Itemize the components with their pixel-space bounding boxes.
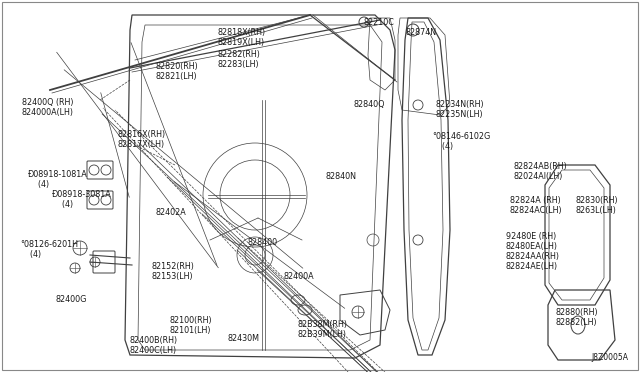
Text: 82B38M(RH)
82B39M(LH): 82B38M(RH) 82B39M(LH) — [298, 320, 348, 339]
Text: 82830(RH)
8263L(LH): 82830(RH) 8263L(LH) — [575, 196, 618, 215]
Text: 82430M: 82430M — [228, 334, 260, 343]
Text: 82400A: 82400A — [284, 272, 315, 281]
Text: 82152(RH)
82153(LH): 82152(RH) 82153(LH) — [152, 262, 195, 281]
Text: 82874N: 82874N — [405, 28, 436, 37]
Text: 82824A (RH)
82824AC(LH): 82824A (RH) 82824AC(LH) — [510, 196, 563, 215]
Text: 82400B(RH)
82400C(LH): 82400B(RH) 82400C(LH) — [130, 336, 178, 355]
Text: 82824AA(RH)
82824AE(LH): 82824AA(RH) 82824AE(LH) — [506, 252, 560, 272]
Text: 82816X(RH)
82817X(LH): 82816X(RH) 82817X(LH) — [118, 130, 166, 150]
Text: 82400G: 82400G — [55, 295, 86, 304]
Text: 82818X(RH)
82819X(LH): 82818X(RH) 82819X(LH) — [218, 28, 266, 47]
Text: 828400: 828400 — [248, 238, 278, 247]
Text: 82282(RH)
82283(LH): 82282(RH) 82283(LH) — [218, 50, 261, 70]
Text: Ð08918-1081A
    (4): Ð08918-1081A (4) — [28, 170, 88, 189]
Text: Ð08918-3081A
    (4): Ð08918-3081A (4) — [52, 190, 112, 209]
Text: 82402A: 82402A — [156, 208, 187, 217]
Text: 82840N: 82840N — [326, 172, 357, 181]
Text: °08126-6201H
    (4): °08126-6201H (4) — [20, 240, 78, 259]
Text: 82100(RH)
82101(LH): 82100(RH) 82101(LH) — [170, 316, 212, 336]
Text: J8Z0005A: J8Z0005A — [591, 353, 628, 362]
Text: 82824AB(RH)
82024AI(LH): 82824AB(RH) 82024AI(LH) — [514, 162, 568, 182]
Text: 82400Q (RH)
824000A(LH): 82400Q (RH) 824000A(LH) — [22, 98, 74, 118]
Text: 82234N(RH)
82235N(LH): 82234N(RH) 82235N(LH) — [435, 100, 484, 119]
Text: 92480E (RH)
82480EA(LH): 92480E (RH) 82480EA(LH) — [506, 232, 558, 251]
Text: 82210C: 82210C — [363, 18, 394, 27]
Text: 82820(RH)
82821(LH): 82820(RH) 82821(LH) — [155, 62, 198, 81]
Text: °08146-6102G
    (4): °08146-6102G (4) — [432, 132, 490, 151]
Text: 82880(RH)
82882(LH): 82880(RH) 82882(LH) — [556, 308, 598, 327]
Text: 82840Q: 82840Q — [353, 100, 385, 109]
